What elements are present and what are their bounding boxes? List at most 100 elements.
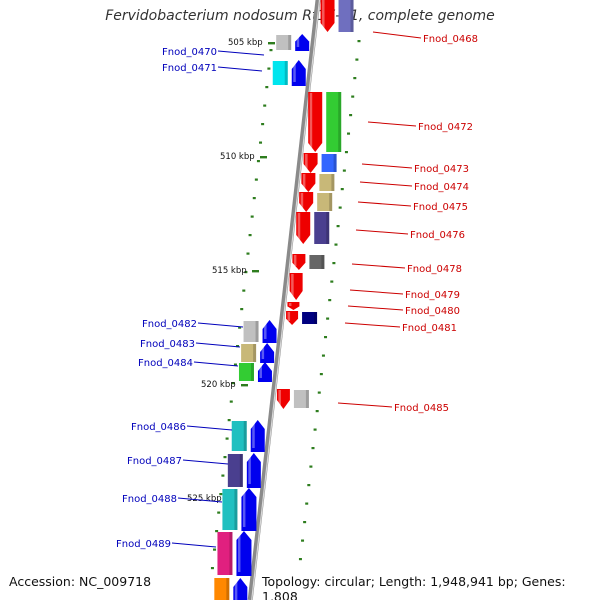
tick-mark <box>210 567 214 570</box>
kbp-label: 505 kbp <box>228 38 263 48</box>
arrow-shade <box>248 454 251 484</box>
tick-mark <box>305 502 309 505</box>
tick-mark <box>229 400 233 403</box>
tick-mark <box>236 345 240 348</box>
cog-color-block <box>272 61 288 85</box>
tick-mark <box>246 252 250 255</box>
arrow-shade <box>288 303 292 306</box>
tick-mark <box>328 299 332 302</box>
arrow-shade <box>297 213 301 240</box>
tick-mark <box>303 521 307 524</box>
tick-mark <box>324 336 328 339</box>
tick-mark <box>311 447 315 450</box>
gene-label-connector <box>182 459 229 465</box>
gene-arrow-reverse <box>295 34 310 51</box>
arrow-shade <box>259 363 262 378</box>
gene-arrow-reverse <box>246 453 261 488</box>
topology-label: Topology: circular; Length: 1,948,941 bp… <box>262 574 566 600</box>
kbp-label: 525 kbp <box>187 494 222 504</box>
genome-backbone <box>247 0 321 600</box>
gene-arrow-forward <box>308 92 323 152</box>
arrow-shade <box>264 321 267 339</box>
tick-mark <box>233 363 237 366</box>
gene-arrow-reverse <box>262 320 277 343</box>
tick-mark <box>269 49 273 52</box>
arrow-shade <box>278 390 281 405</box>
gene-label-connector <box>355 229 409 235</box>
gene-arrow-forward <box>296 212 311 244</box>
gene-label-connector <box>195 342 241 348</box>
arrow-shade <box>322 0 325 28</box>
tick-mark <box>256 160 260 163</box>
gene-label-connector <box>217 66 263 72</box>
gene-label-connector <box>186 425 233 431</box>
cog-shade <box>284 61 288 85</box>
tick-mark <box>248 234 252 237</box>
gene-arrow-forward <box>289 273 303 300</box>
cog-shade <box>350 0 354 32</box>
gene-arrow-forward <box>276 389 290 409</box>
cog-color-block <box>321 154 337 172</box>
cog-shade <box>229 532 233 575</box>
arrow-shade <box>309 93 313 148</box>
tick-mark <box>213 548 217 551</box>
tick-mark <box>231 382 235 385</box>
tick-mark <box>298 558 302 561</box>
tick-mark <box>344 151 348 154</box>
gene-label-reverse: Fnod_0486 <box>131 422 186 433</box>
arrow-shade <box>302 174 306 188</box>
cog-shade <box>305 390 309 408</box>
tick-mark <box>254 178 258 181</box>
cog-shade <box>326 212 330 244</box>
arrow-shade <box>261 344 265 359</box>
tick-mark <box>215 530 219 533</box>
cog-color-block <box>243 321 259 342</box>
gene-arrow-reverse <box>257 362 272 382</box>
tick-mark <box>349 114 353 117</box>
gene-label-forward: Fnod_0475 <box>413 202 468 213</box>
map-title: Fervidobacterium nodosum Rt17-B1, comple… <box>105 8 495 24</box>
cog-color-block <box>217 532 233 575</box>
gene-label-reverse: Fnod_0484 <box>138 358 193 369</box>
cog-shade <box>331 174 335 191</box>
arrow-shade <box>237 532 241 572</box>
gene-arrow-forward <box>287 302 300 310</box>
tick-mark <box>227 419 231 422</box>
gene-label-forward: Fnod_0479 <box>405 290 460 301</box>
arrow-shade <box>252 421 255 448</box>
gene-label-forward: Fnod_0485 <box>394 403 449 414</box>
gene-label-forward: Fnod_0481 <box>402 323 457 334</box>
gene-arrow-forward <box>303 153 318 173</box>
tick-mark <box>309 465 313 468</box>
arrow-shade <box>291 274 294 296</box>
tick-mark <box>221 474 225 477</box>
gene-label-reverse: Fnod_0489 <box>116 539 171 550</box>
gene-label-connector <box>337 402 393 408</box>
gene-label-reverse: Fnod_0471 <box>162 63 217 74</box>
gene-label-connector <box>344 322 401 328</box>
gene-label-forward: Fnod_0472 <box>418 122 473 133</box>
tick-mark <box>242 289 246 292</box>
gene-arrow-reverse <box>291 60 306 86</box>
cog-shade <box>250 363 254 381</box>
kbp-label: 510 kbp <box>220 152 255 162</box>
gene-arrow-reverse <box>241 488 257 531</box>
gene-arrow-partial <box>233 578 248 600</box>
cog-shade <box>243 421 247 451</box>
gene-label-connector <box>372 31 422 39</box>
tick-mark <box>330 280 334 283</box>
gene-label-reverse: Fnod_0482 <box>142 319 197 330</box>
cog-color-block <box>276 35 292 50</box>
gene-arrow-reverse <box>250 420 265 452</box>
gene-label-forward: Fnod_0480 <box>405 306 460 317</box>
tick-mark <box>267 67 271 70</box>
tick-mark <box>315 410 319 413</box>
cog-shade <box>253 344 257 362</box>
arrow-shade <box>287 312 291 321</box>
cog-color-block <box>238 363 254 381</box>
kbp-major-tick <box>252 270 259 273</box>
gene-label-connector <box>171 542 217 548</box>
gene-label-connector <box>217 50 265 56</box>
cog-shade <box>226 578 230 600</box>
